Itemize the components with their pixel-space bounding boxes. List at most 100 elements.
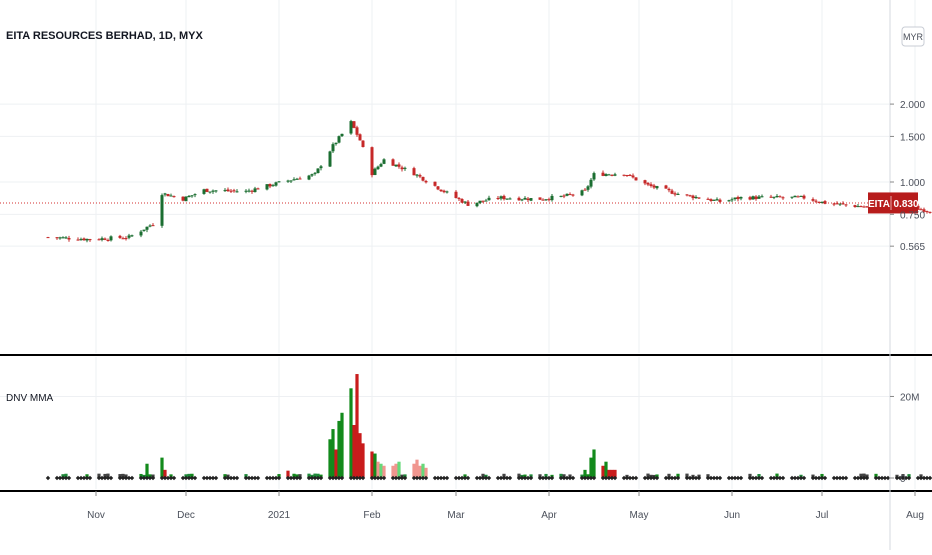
volume-bar <box>604 462 607 478</box>
candle-down <box>671 191 674 194</box>
candle-down <box>548 199 551 200</box>
grid-layer <box>0 0 932 489</box>
candle-down <box>569 194 572 195</box>
candle-up <box>275 182 278 185</box>
candle-down <box>692 196 695 198</box>
candle-down <box>668 189 671 190</box>
candle-up <box>551 196 554 200</box>
candle-down <box>107 240 110 241</box>
candle-down <box>815 201 818 202</box>
candle-up <box>500 196 503 198</box>
candle-up <box>488 198 491 200</box>
volume-bar <box>373 454 376 478</box>
candle-up <box>587 186 590 189</box>
candle-up <box>758 197 761 199</box>
candle-up <box>383 159 386 164</box>
candle-down <box>98 239 101 240</box>
time-tick-label: Apr <box>541 510 557 521</box>
volume-bar <box>340 413 343 478</box>
candle-down <box>782 197 785 198</box>
candle-up <box>308 176 311 180</box>
candle-down <box>647 183 650 185</box>
candle-up <box>485 201 488 202</box>
candle-down <box>167 194 170 196</box>
candle-down <box>251 191 254 192</box>
candle-down <box>818 202 821 203</box>
candle-down <box>860 206 863 207</box>
candle-down <box>440 190 443 191</box>
candle-down <box>443 191 446 192</box>
candle-down <box>539 197 542 199</box>
volume-layer <box>46 374 932 480</box>
candle-up <box>329 151 332 166</box>
candle-up <box>266 184 269 189</box>
candle-down <box>797 196 800 197</box>
volume-bar <box>397 462 400 478</box>
candle-up <box>185 197 188 202</box>
volume-bar <box>376 462 379 478</box>
candle-up <box>296 179 299 180</box>
candle-up <box>143 230 146 231</box>
candle-down <box>413 168 416 175</box>
candle-up <box>479 201 482 203</box>
price-tick-label: 1.500 <box>900 132 925 143</box>
volume-marker <box>214 476 218 480</box>
candle-down <box>632 176 635 178</box>
volume-marker <box>928 476 932 480</box>
candle-up <box>188 196 191 197</box>
candle-down <box>392 159 395 165</box>
volume-marker <box>130 476 134 480</box>
candle-up <box>524 198 527 200</box>
candle-down <box>833 204 836 205</box>
time-tick-label: Nov <box>87 510 105 521</box>
candle-down <box>854 205 857 207</box>
candle-up <box>335 143 338 144</box>
candle-down <box>206 189 209 192</box>
candle-up <box>656 186 659 188</box>
volume-bar <box>328 439 331 478</box>
candle-down <box>842 203 845 204</box>
candle-up <box>677 194 680 195</box>
candle-up <box>320 166 323 168</box>
candle-down <box>497 198 500 199</box>
candle-up <box>593 173 596 179</box>
candle-down <box>926 211 929 212</box>
volume-marker <box>781 476 785 480</box>
candle-up <box>161 195 164 226</box>
candle-up <box>146 227 149 230</box>
candle-up <box>350 121 353 133</box>
indicator-label: DNV MMA <box>6 393 54 404</box>
candle-down <box>779 196 782 197</box>
candle-down <box>425 181 428 182</box>
candle-down <box>629 175 632 176</box>
volume-marker <box>445 476 449 480</box>
candle-down <box>257 188 260 189</box>
candle-down <box>644 180 647 183</box>
candle-up <box>278 181 281 182</box>
currency-badge[interactable]: MYR <box>902 27 924 46</box>
time-axis[interactable]: NovDec2021FebMarAprMayJunJulAugSep <box>87 491 932 521</box>
candle-down <box>182 197 185 201</box>
candle-down <box>230 191 233 192</box>
candle-down <box>623 175 626 176</box>
volume-bar <box>334 449 337 478</box>
candle-up <box>395 165 398 167</box>
candle-down <box>122 238 125 239</box>
candle-up <box>416 175 419 176</box>
candle-down <box>125 238 128 239</box>
time-tick-label: Feb <box>363 510 381 521</box>
candle-up <box>170 196 173 197</box>
candle-up <box>446 191 449 192</box>
candle-up <box>695 197 698 198</box>
volume-bar <box>358 433 361 478</box>
candle-down <box>686 194 689 195</box>
candle-up <box>509 198 512 199</box>
candle-up <box>212 191 215 192</box>
candle-up <box>215 190 218 191</box>
candle-down <box>542 200 545 201</box>
price-tick-label: 1.000 <box>900 178 925 189</box>
candle-down <box>845 204 848 205</box>
